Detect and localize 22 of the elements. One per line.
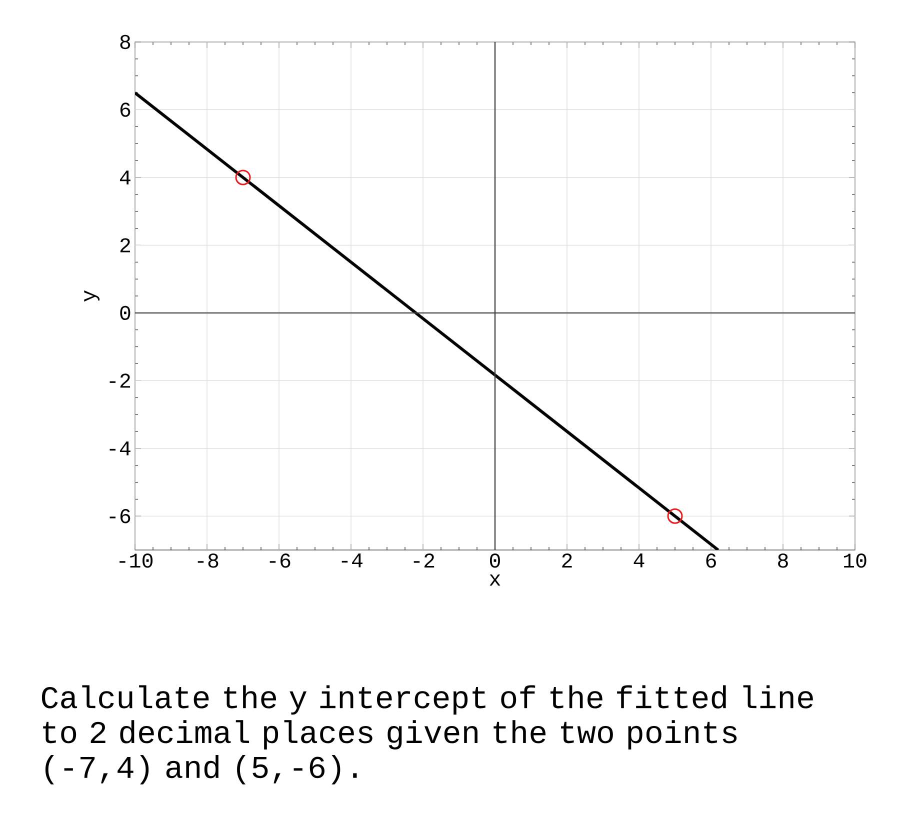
y-tick-label: 0 (120, 306, 130, 320)
y-tick-label: 6 (120, 102, 130, 117)
x-tick-label: 2 (562, 554, 572, 568)
x-tick-label: 8 (778, 554, 788, 568)
x-tick-label: -4 (342, 554, 362, 568)
y-tick-label: -2 (110, 374, 130, 388)
text: Calculate the y intercept of the fitted line to 2 decimal places given the two points (-7,4) and (5,-6). (42, 685, 813, 784)
x-tick-label: -10 (120, 554, 153, 568)
x-tick-label: 4 (634, 554, 644, 568)
y-tick-label: -4 (110, 442, 130, 456)
x-axis-title: x (490, 574, 500, 586)
x-tick-label: 10 (844, 554, 866, 568)
x-tick-label: -6 (270, 554, 290, 568)
y-tick-label: 4 (120, 170, 130, 184)
y-tick-label: 2 (120, 238, 130, 252)
y-tick-label: -6 (110, 509, 130, 524)
x-tick-label: 6 (706, 554, 716, 568)
y-tick-label: 8 (120, 34, 130, 50)
x-tick-label: -8 (198, 554, 218, 568)
y-axis-title: y (84, 290, 100, 302)
x-tick-label: -2 (414, 554, 434, 568)
x-tick-label: 0 (490, 554, 500, 568)
